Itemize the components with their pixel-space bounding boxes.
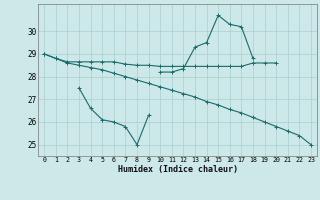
X-axis label: Humidex (Indice chaleur): Humidex (Indice chaleur) — [118, 165, 238, 174]
